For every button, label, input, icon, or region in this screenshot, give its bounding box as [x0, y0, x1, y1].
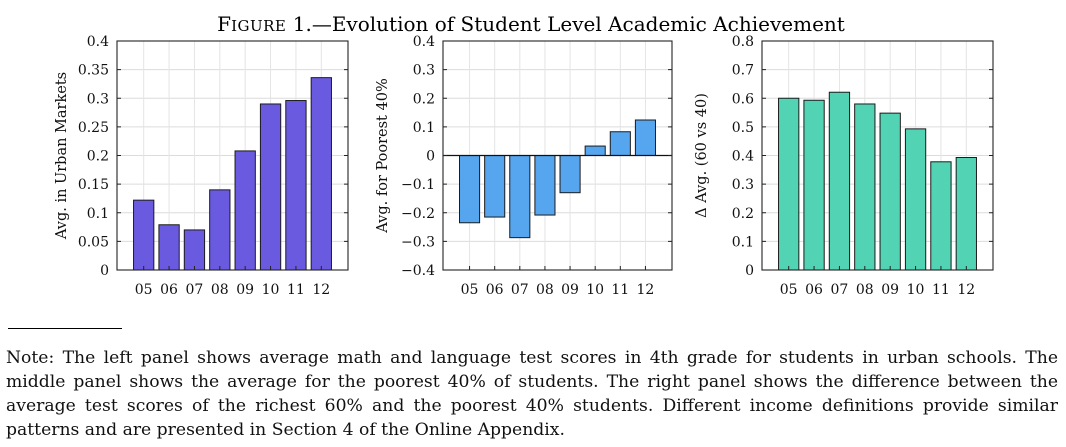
- x-tick-label: 06: [160, 282, 178, 298]
- bar-05: [459, 155, 481, 224]
- y-tick-label: 0: [426, 149, 435, 165]
- y-tick-label: 0.15: [78, 177, 109, 193]
- y-tick-label: −0.1: [401, 177, 435, 193]
- figure-svg: FIGURE 1.—Evolution of Student Level Aca…: [54, 12, 994, 298]
- bar-11: [930, 161, 952, 271]
- bar-07: [509, 155, 531, 239]
- x-tick-label: 11: [287, 282, 305, 298]
- y-tick-label: 0.2: [87, 149, 109, 165]
- x-tick-label: 12: [957, 282, 975, 298]
- y-tick-label: 0.5: [732, 120, 754, 136]
- bar-12: [955, 157, 977, 271]
- x-tick-label: 08: [856, 282, 874, 298]
- figure-title-text: —Evolution of Student Level Academic Ach…: [312, 12, 845, 36]
- x-tick-label: 09: [881, 282, 899, 298]
- x-tick-label: 06: [486, 282, 504, 298]
- y-tick-label: 0.3: [732, 177, 754, 193]
- bar-07: [828, 91, 851, 271]
- figure-title-number: 1.: [286, 12, 311, 36]
- y-tick-label: 0.4: [732, 149, 754, 165]
- y-tick-label: 0.6: [732, 91, 754, 107]
- bar-06: [158, 224, 180, 271]
- x-tick-label: 07: [511, 282, 529, 298]
- y-tick-label: −0.2: [401, 206, 435, 222]
- bar-12: [634, 119, 656, 156]
- x-tick-label: 08: [536, 282, 554, 298]
- x-tick-label: 05: [461, 282, 479, 298]
- y-tick-label: 0.1: [87, 206, 109, 222]
- y-tick-label: −0.3: [401, 234, 435, 250]
- bar-12: [310, 77, 332, 271]
- bar-10: [904, 128, 927, 271]
- y-tick-label: 0.35: [78, 63, 109, 79]
- left-panel-urban-markets: 0 0.05 0.1 0.15 0.2 0.25 0.3 0.35 0.4 05 06 07 08 09 1…: [54, 34, 349, 298]
- y-tick-label: 0.2: [732, 206, 754, 222]
- y-tick-label: 0.05: [78, 234, 109, 250]
- bar-10: [584, 145, 606, 157]
- y-tick-label: 0.1: [732, 234, 754, 250]
- middle-panel-poorest-40: −0.4 −0.3 −0.2 −0.1 0 0.1 0.2 0.3 0.4 05 06 07 08 09 1…: [375, 34, 673, 298]
- bar-09: [234, 150, 256, 271]
- x-tick-label: 05: [780, 282, 798, 298]
- bar-07: [183, 229, 206, 271]
- bar-06: [484, 155, 506, 218]
- y-tick-label: 0: [745, 263, 754, 279]
- bar-05: [133, 199, 155, 271]
- y-tick-label: 0.1: [413, 120, 435, 136]
- y-axis-label: Δ Avg. (60 vs 40): [694, 93, 710, 218]
- x-tick-label: 10: [907, 282, 925, 298]
- y-tick-label: 0.25: [78, 120, 109, 136]
- bar-11: [285, 100, 307, 271]
- x-tick-label: 10: [586, 282, 604, 298]
- x-tick-label: 10: [262, 282, 280, 298]
- x-tick-label: 07: [186, 282, 204, 298]
- bar-09: [559, 155, 581, 194]
- figure-title-smallcaps: IGURE: [231, 17, 286, 35]
- y-tick-label: 0.8: [732, 34, 754, 50]
- y-tick-label: −0.4: [401, 263, 435, 279]
- y-axis-label: Avg. for Poorest 40%: [375, 78, 391, 233]
- bar-05: [778, 97, 800, 271]
- x-tick-label: 05: [135, 282, 153, 298]
- y-axis-label: Avg. in Urban Markets: [54, 72, 70, 240]
- footnote-rule: [8, 328, 122, 329]
- x-tick-label: 12: [312, 282, 330, 298]
- bar-10: [259, 103, 282, 271]
- x-tick-label: 11: [611, 282, 629, 298]
- y-tick-label: 0: [100, 263, 109, 279]
- figure-title-prefix: F: [217, 12, 231, 36]
- bar-09: [879, 112, 901, 271]
- x-tick-label: 09: [236, 282, 254, 298]
- figure-title: FIGURE 1.—Evolution of Student Level Aca…: [217, 12, 845, 36]
- bar-08: [209, 189, 231, 271]
- x-tick-label: 09: [561, 282, 579, 298]
- figure-note: Note: The left panel shows average math …: [6, 348, 1058, 440]
- x-tick-label: 11: [932, 282, 950, 298]
- bar-08: [534, 155, 556, 216]
- y-tick-label: 0.3: [413, 63, 435, 79]
- y-tick-label: 0.7: [732, 63, 754, 79]
- x-tick-label: 08: [211, 282, 229, 298]
- x-tick-label: 07: [831, 282, 849, 298]
- x-tick-label: 12: [637, 282, 655, 298]
- right-panel-delta-60-vs-40: 0 0.1 0.2 0.3 0.4 0.5 0.6 0.7 0.8 05 06 07 08 09 10 11 1…: [694, 34, 994, 298]
- y-tick-label: 0.2: [413, 91, 435, 107]
- y-tick-label: 0.4: [87, 34, 109, 50]
- bar-06: [803, 99, 825, 271]
- x-tick-label: 06: [805, 282, 823, 298]
- bar-08: [854, 103, 876, 271]
- bar-11: [609, 131, 631, 157]
- y-tick-label: 0.3: [87, 91, 109, 107]
- y-tick-label: 0.4: [413, 34, 435, 50]
